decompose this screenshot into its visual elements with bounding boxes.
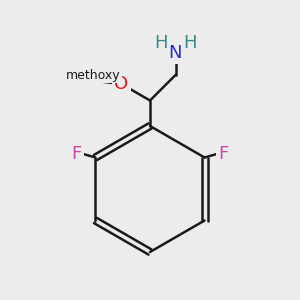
Text: H: H	[154, 34, 168, 52]
Text: methoxy: methoxy	[66, 68, 120, 82]
Text: O: O	[114, 75, 129, 93]
Text: F: F	[71, 145, 81, 163]
Text: F: F	[219, 145, 229, 163]
Text: H: H	[183, 34, 197, 52]
Text: N: N	[169, 44, 182, 62]
